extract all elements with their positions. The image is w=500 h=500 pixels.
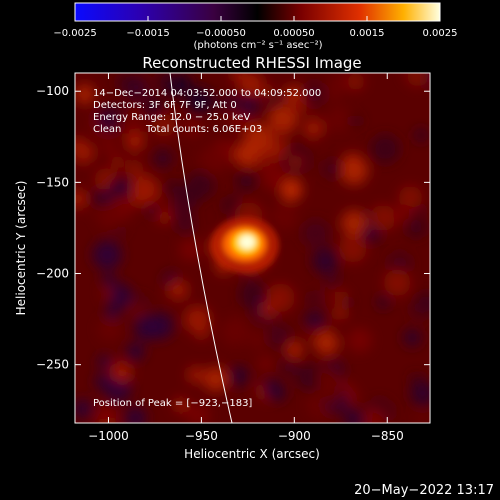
plot-frame [74, 72, 431, 424]
colorbar [74, 2, 441, 22]
annotation-peak-position: Position of Peak = [−923,−183] [93, 398, 252, 409]
colorbar-tick-label: 0.00050 [273, 28, 314, 39]
x-tick-label: −900 [278, 429, 311, 443]
colorbar-tick-label: −0.00050 [196, 28, 246, 39]
annotation-total-counts: Total counts: 6.06E+03 [145, 124, 262, 135]
y-axis-label: Heliocentric Y (arcsec) [14, 181, 28, 316]
colorbar-tick-label: −0.0025 [53, 28, 96, 39]
annotation-time-range: 14−Dec−2014 04:03:52.000 to 04:09:52.000 [93, 88, 321, 99]
annotation-energy-range: Energy Range: 12.0 − 25.0 keV [93, 112, 250, 123]
colorbar-tick-label: 0.0025 [423, 28, 458, 39]
axis-ticks: −1000 −950 −900 −850 −100 −150 −200 −250 [36, 73, 430, 443]
y-tick-label: −150 [36, 175, 69, 189]
x-axis-label: Heliocentric X (arcsec) [184, 447, 320, 461]
chart-title: Reconstructed RHESSI Image [142, 54, 361, 72]
colorbar-ticks: −0.0025 −0.0015 −0.00050 0.00050 0.0015 0.002… [53, 16, 458, 39]
colorbar-unit-label: (photons cm⁻² s⁻¹ asec⁻²) [193, 40, 322, 51]
colorbar-tick-label: −0.0015 [126, 28, 169, 39]
colorbar-tick-label: 0.0015 [350, 28, 385, 39]
x-tick-label: −850 [371, 429, 404, 443]
y-tick-label: −200 [36, 267, 69, 281]
x-tick-label: −1000 [88, 429, 129, 443]
heatmap-image [75, 73, 430, 423]
annotation-detectors: Detectors: 3F 6F 7F 9F, Att 0 [93, 100, 237, 111]
x-tick-label: −950 [185, 429, 218, 443]
footer-timestamp: 20−May−2022 13:17 [354, 483, 494, 498]
annotation-algorithm: Clean [93, 124, 121, 135]
y-tick-label: −250 [36, 358, 69, 372]
y-tick-label: −100 [36, 84, 69, 98]
solar-limb-line [169, 73, 233, 423]
annotation-block: 14−Dec−2014 04:03:52.000 to 04:09:52.000… [93, 88, 321, 409]
